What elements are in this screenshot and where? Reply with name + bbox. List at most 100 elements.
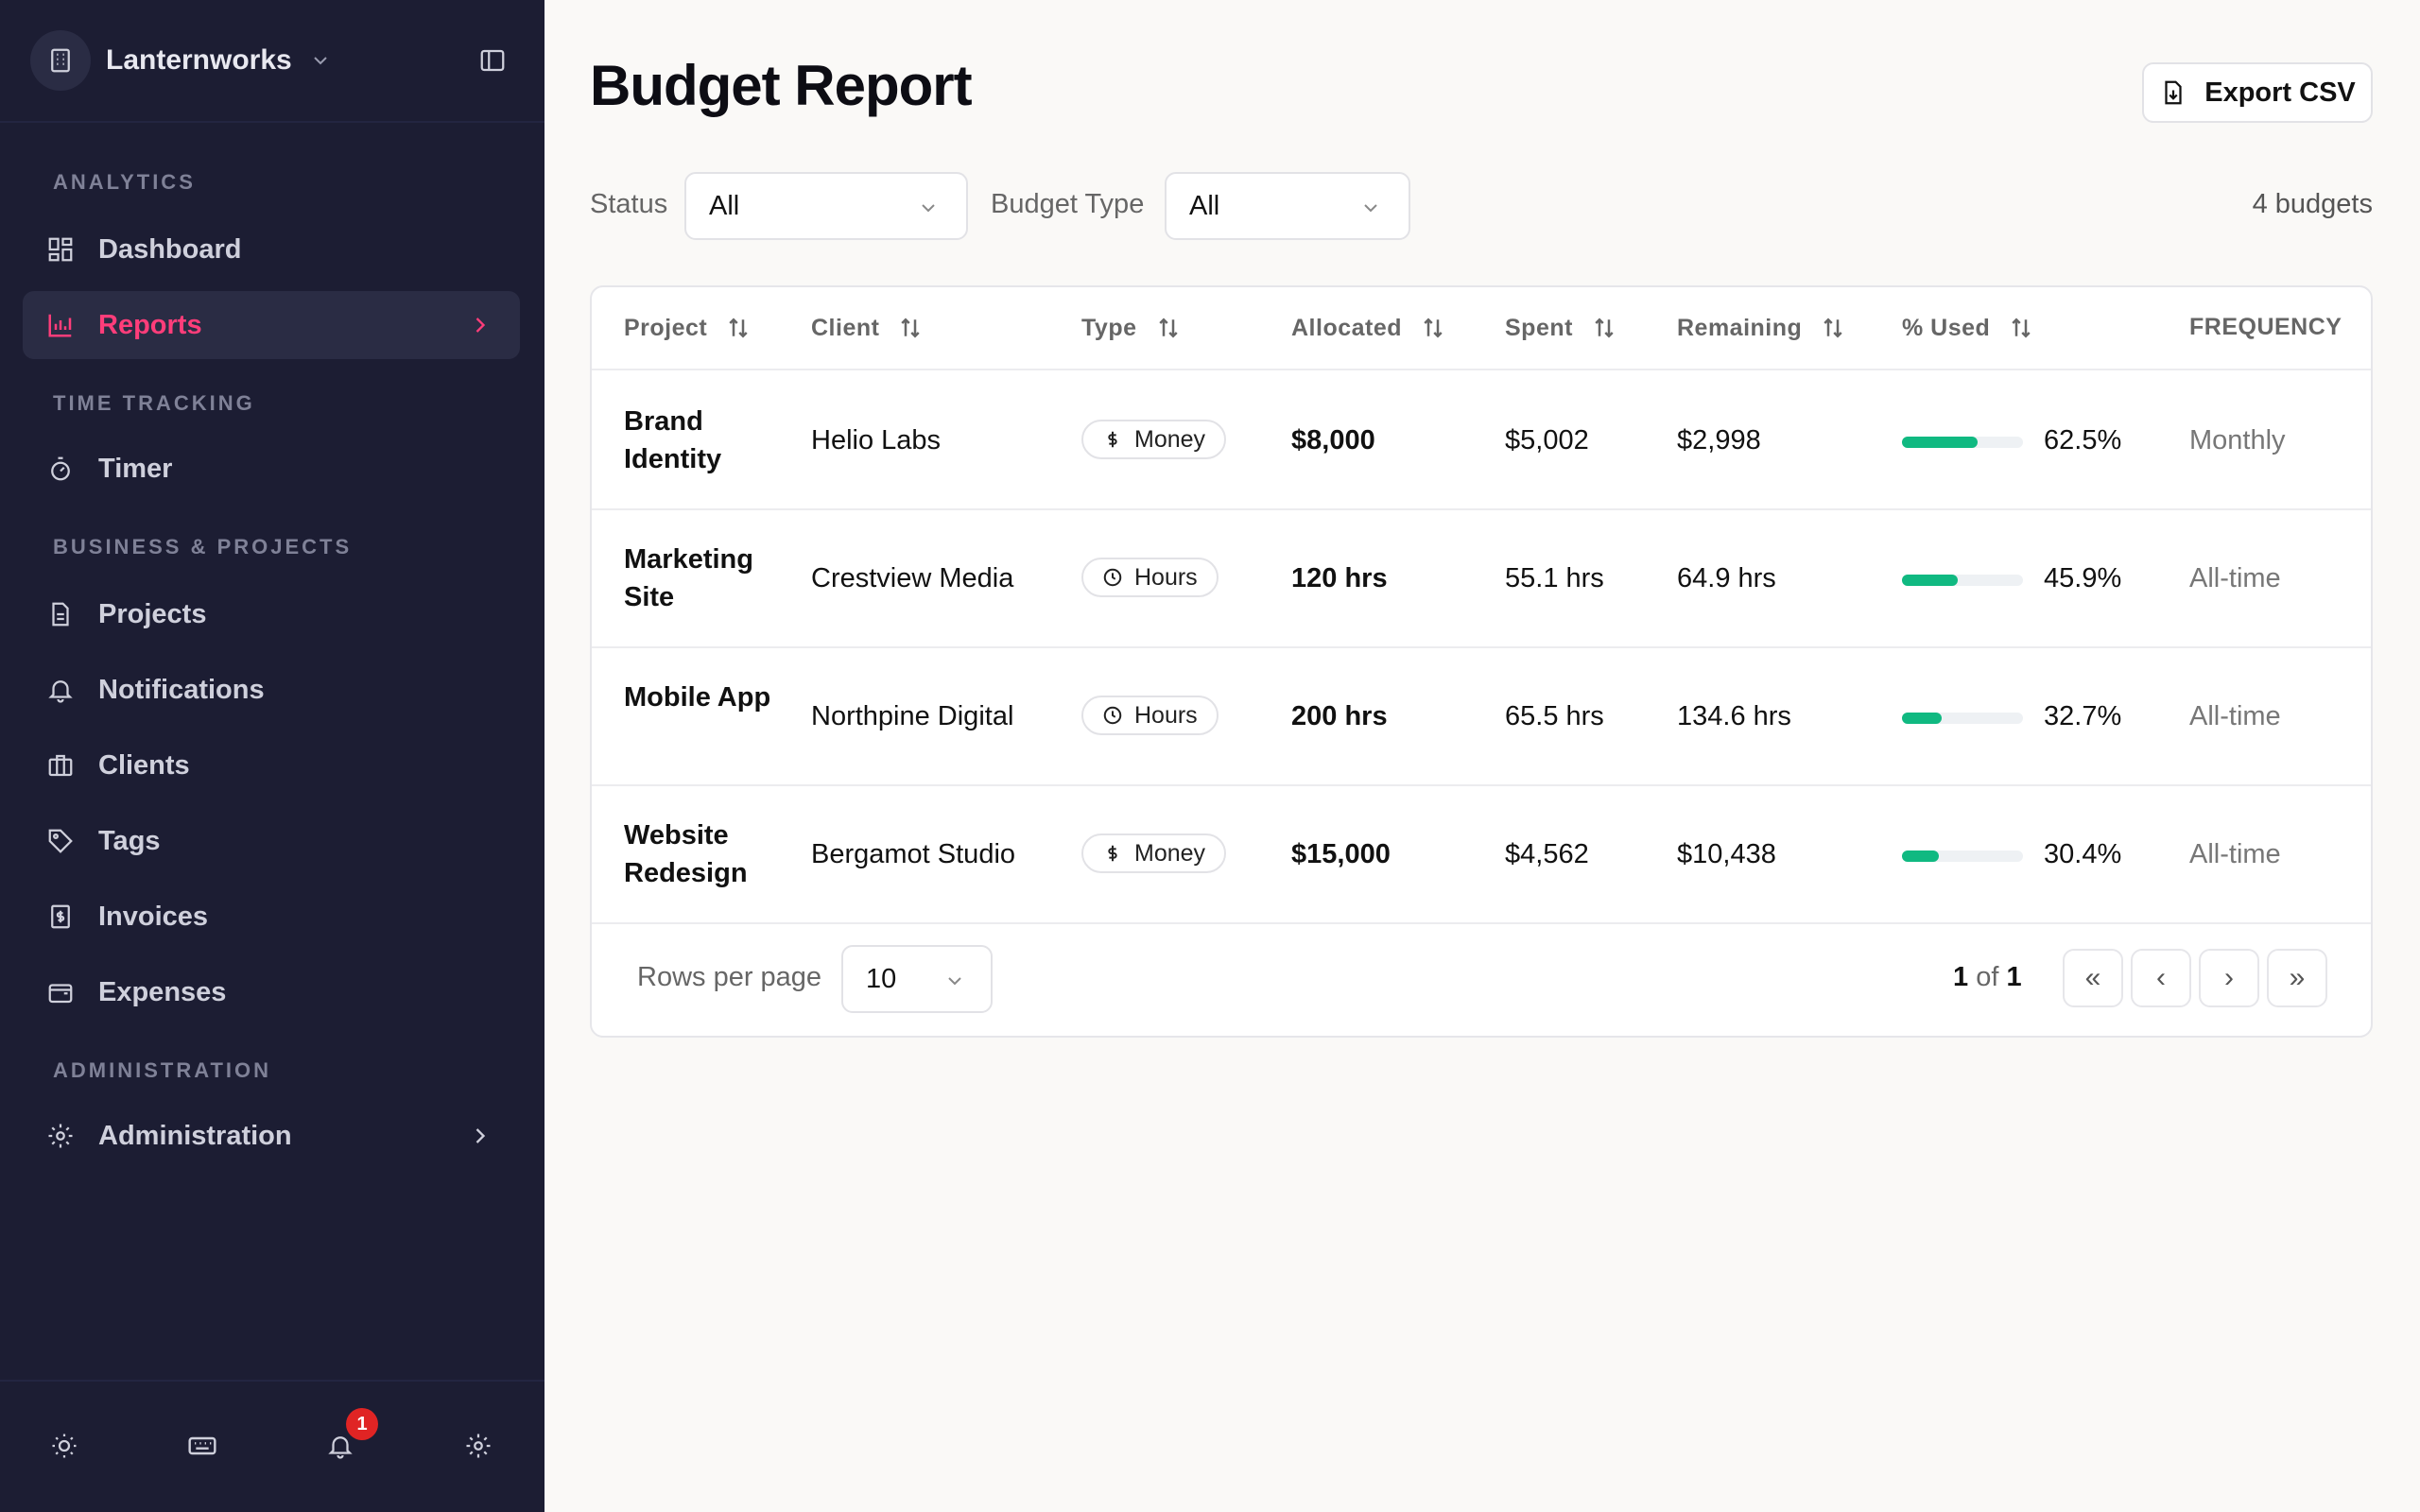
cell-remaining: 134.6 hrs — [1677, 701, 1791, 731]
sort-icon — [2007, 314, 2035, 342]
cell-remaining: 64.9 hrs — [1677, 563, 1776, 593]
header-label: Type — [1081, 314, 1137, 341]
status-select[interactable]: All — [684, 172, 968, 240]
sidebar-item-administration[interactable]: Administration — [23, 1102, 520, 1170]
sidebar-item-dashboard[interactable]: Dashboard — [23, 215, 520, 284]
sidebar-footer — [0, 1418, 544, 1474]
chevron-right-icon — [467, 312, 493, 338]
workspace-name: Lanternworks — [106, 44, 292, 76]
rows-per-page-select[interactable]: 10 — [841, 945, 993, 1013]
cell-project: Mobile App — [624, 682, 771, 713]
sidebar-item-label: Timer — [98, 453, 173, 484]
sidebar-item-clients[interactable]: Clients — [23, 731, 520, 799]
cell-client: Helio Labs — [811, 425, 942, 455]
wallet-icon — [45, 977, 76, 1007]
sidebar-item-label: Projects — [98, 598, 207, 629]
bell-icon[interactable] — [321, 1427, 359, 1465]
sidebar: Lanternworks ANALYTICS Dashboard Reports… — [0, 0, 544, 1512]
sidebar-item-notifications[interactable]: Notifications — [23, 656, 520, 724]
sidebar-item-label: Invoices — [98, 901, 209, 932]
sort-icon — [1154, 314, 1183, 342]
cell-allocated: 200 hrs — [1291, 701, 1388, 731]
cell-used: 62.5% — [2044, 425, 2122, 455]
header-label: Allocated — [1291, 314, 1403, 341]
table-row[interactable]: Website Redesign Bergamot Studio Money $15,… — [592, 786, 2371, 924]
cell-project: Marketing Site — [624, 544, 753, 612]
next-page-button[interactable]: › — [2199, 949, 2259, 1007]
cell-frequency: All-time — [2189, 563, 2281, 593]
divider — [0, 1380, 544, 1382]
cell-spent: 65.5 hrs — [1505, 701, 1604, 731]
of-label: of — [1976, 962, 1999, 992]
usage-progress-fill — [1902, 575, 1958, 586]
sort-icon — [1419, 314, 1447, 342]
status-filter-label: Status — [590, 189, 668, 219]
sidebar-item-label: Notifications — [98, 674, 265, 705]
header-label: Spent — [1505, 314, 1573, 341]
type-label: Hours — [1134, 701, 1198, 729]
column-header-project[interactable]: Project — [624, 314, 752, 342]
column-header-allocated[interactable]: Allocated — [1291, 314, 1447, 342]
header-label: FREQUENCY — [2189, 314, 2342, 340]
total-pages: 1 — [2006, 962, 2022, 992]
column-header-frequency: FREQUENCY — [2189, 314, 2342, 341]
page-title: Budget Report — [590, 54, 973, 117]
dollar-icon — [1102, 429, 1123, 450]
sidebar-item-expenses[interactable]: Expenses — [23, 958, 520, 1026]
chevron-down-icon — [1359, 197, 1382, 219]
sidebar-item-projects[interactable]: Projects — [23, 580, 520, 648]
sun-icon[interactable] — [45, 1427, 83, 1465]
section-business-projects: BUSINESS & PROJECTS — [53, 535, 353, 558]
last-page-button[interactable]: » — [2267, 949, 2327, 1007]
dashboard-icon — [45, 234, 76, 265]
column-header-used[interactable]: % Used — [1902, 314, 2035, 342]
bar-chart-icon — [45, 310, 76, 340]
table-row[interactable]: Mobile App Northpine Digital Hours 200 hrs 6… — [592, 648, 2371, 786]
column-header-type[interactable]: Type — [1081, 314, 1183, 342]
export-csv-button[interactable]: Export CSV — [2142, 62, 2373, 123]
file-download-icon — [2159, 78, 2187, 107]
sidebar-item-label: Dashboard — [98, 233, 242, 265]
cell-used: 32.7% — [2044, 701, 2122, 731]
sidebar-item-invoices[interactable]: Invoices — [23, 883, 520, 951]
building-icon — [30, 30, 91, 91]
column-header-client[interactable]: Client — [811, 314, 925, 342]
cell-remaining: $2,998 — [1677, 425, 1761, 455]
keyboard-icon[interactable] — [183, 1427, 221, 1465]
briefcase-icon — [45, 750, 76, 781]
column-header-spent[interactable]: Spent — [1505, 314, 1618, 342]
usage-progress-fill — [1902, 713, 1942, 724]
first-page-button[interactable]: « — [2063, 949, 2123, 1007]
usage-progress-bar — [1902, 437, 2023, 448]
budget-count: 4 budgets — [2252, 189, 2373, 219]
sidebar-item-label: Reports — [98, 309, 202, 340]
cell-project: Brand Identity — [624, 406, 722, 474]
header-label: % Used — [1902, 314, 1991, 341]
header-label: Remaining — [1677, 314, 1803, 341]
sidebar-toggle-icon[interactable] — [473, 42, 512, 79]
chevron-down-icon — [309, 49, 332, 72]
sidebar-item-label: Clients — [98, 749, 190, 781]
sidebar-item-tags[interactable]: Tags — [23, 807, 520, 875]
sort-icon — [1819, 314, 1847, 342]
bell-icon — [45, 675, 76, 705]
usage-progress-bar — [1902, 713, 2023, 724]
table-row[interactable]: Brand Identity Helio Labs Money $8,000 $5,00… — [592, 372, 2371, 510]
prev-page-button[interactable]: ‹ — [2131, 949, 2191, 1007]
sidebar-item-timer[interactable]: Timer — [23, 435, 520, 503]
budget-type-filter-label: Budget Type — [991, 189, 1145, 219]
workspace-switcher[interactable]: Lanternworks — [30, 30, 332, 91]
gear-icon[interactable] — [459, 1427, 497, 1465]
sidebar-item-reports[interactable]: Reports — [23, 291, 520, 359]
type-label: Hours — [1134, 563, 1198, 591]
budget-type-select-value: All — [1189, 190, 1220, 221]
cell-spent: 55.1 hrs — [1505, 563, 1604, 593]
table-row[interactable]: Marketing Site Crestview Media Hours 120 hr… — [592, 510, 2371, 648]
sidebar-item-label: Administration — [98, 1120, 292, 1151]
usage-progress-fill — [1902, 850, 1939, 862]
cell-used: 45.9% — [2044, 563, 2122, 593]
budget-type-select[interactable]: All — [1165, 172, 1410, 240]
column-header-remaining[interactable]: Remaining — [1677, 314, 1847, 342]
cell-used: 30.4% — [2044, 839, 2122, 869]
usage-progress-fill — [1902, 437, 1978, 448]
